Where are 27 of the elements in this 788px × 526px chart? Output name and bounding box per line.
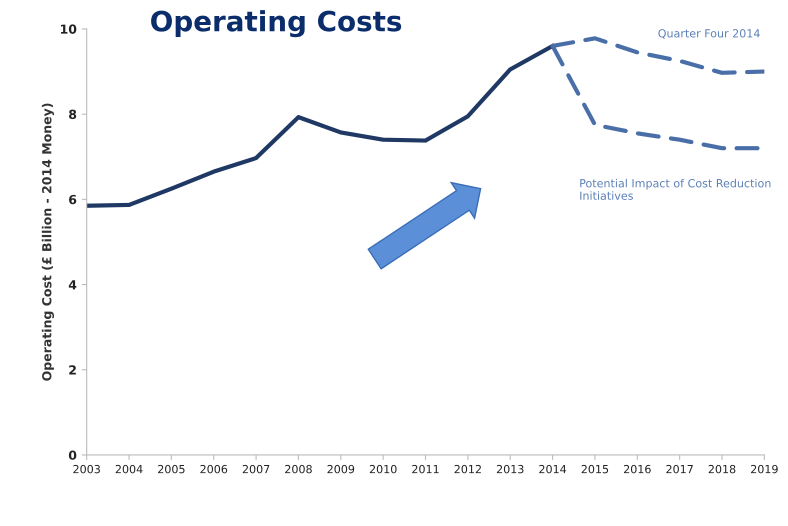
y-axis-title: Operating Cost (£ Billion - 2014 Money) [42, 104, 54, 381]
y-tick-label: 0 [68, 450, 76, 460]
y-tick-label: 2 [69, 365, 76, 375]
x-tick-label: 2017 [666, 464, 693, 474]
x-tick-label: 2011 [412, 464, 439, 474]
x-tick-label: 2006 [200, 464, 228, 474]
x-tick-label: 2016 [624, 464, 651, 474]
y-tick-label: 10 [60, 24, 76, 34]
x-tick-label: 2019 [751, 464, 778, 474]
y-tick-label: 4 [68, 280, 76, 290]
x-tick-label: 2013 [496, 464, 524, 474]
x-tick-label: 2003 [73, 464, 100, 474]
x-tick-label: 2009 [327, 464, 354, 474]
chart-title: Operating Costs [151, 10, 402, 38]
x-tick-label: 2010 [370, 464, 397, 474]
x-tick-label: 2004 [116, 464, 143, 474]
x-tick-label: 2014 [539, 464, 566, 474]
x-tick-label: 2007 [242, 464, 270, 474]
y-tick-label: 6 [69, 194, 76, 204]
x-tick-label: 2008 [285, 464, 312, 474]
annotation: Quarter Four 2014 [658, 29, 760, 39]
x-tick-label: 2005 [158, 464, 185, 474]
annotation: Potential Impact of Cost Reduction Initiatives [580, 178, 770, 200]
x-tick-label: 2018 [708, 464, 736, 474]
x-tick-label: 2015 [582, 464, 608, 474]
y-tick-label: 8 [69, 110, 76, 120]
x-tick-label: 2012 [454, 464, 481, 474]
